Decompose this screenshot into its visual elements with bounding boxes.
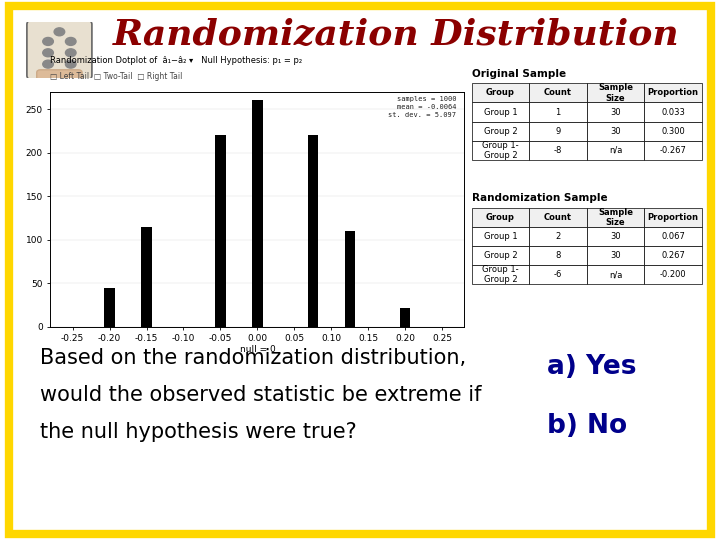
Bar: [141, 227, 152, 327]
Text: □ Left Tail  □ Two-Tail  □ Right Tail: □ Left Tail □ Two-Tail □ Right Tail: [50, 72, 183, 81]
Text: Randomization Dotplot of  â₁−â₂ ▾   Null Hypothesis: p₁ = p₂: Randomization Dotplot of â₁−â₂ ▾ Null Hy…: [50, 56, 302, 65]
Text: a) Yes: a) Yes: [547, 354, 636, 380]
Circle shape: [66, 60, 76, 68]
Circle shape: [42, 37, 53, 45]
Circle shape: [66, 49, 76, 57]
Circle shape: [42, 49, 53, 57]
Text: Lock⁵: Lock⁵: [653, 507, 695, 521]
Circle shape: [42, 60, 53, 68]
Circle shape: [54, 28, 65, 36]
Bar: [400, 308, 410, 327]
Bar: [104, 287, 114, 327]
Bar: [252, 100, 263, 327]
X-axis label: null = 0: null = 0: [240, 345, 275, 354]
Text: the null hypothesis were true?: the null hypothesis were true?: [40, 422, 356, 442]
Text: would the observed statistic be extreme if: would the observed statistic be extreme …: [40, 385, 481, 405]
Bar: [345, 231, 355, 327]
Circle shape: [66, 37, 76, 45]
Text: Original Sample: Original Sample: [472, 69, 566, 79]
Bar: [215, 136, 225, 327]
Text: Randomization Sample: Randomization Sample: [472, 193, 607, 202]
Text: samples = 1000
mean = -0.0064
st. dev. = 5.097: samples = 1000 mean = -0.0064 st. dev. =…: [388, 97, 456, 118]
FancyBboxPatch shape: [27, 20, 92, 80]
FancyBboxPatch shape: [37, 70, 82, 90]
Text: Based on the randomization distribution,: Based on the randomization distribution,: [40, 348, 466, 368]
Text: Randomization Distribution: Randomization Distribution: [113, 18, 679, 52]
Text: b) No: b) No: [547, 413, 627, 439]
Bar: [307, 136, 318, 327]
Text: Statistics: Unlocking the Power of Data: Statistics: Unlocking the Power of Data: [29, 507, 337, 521]
